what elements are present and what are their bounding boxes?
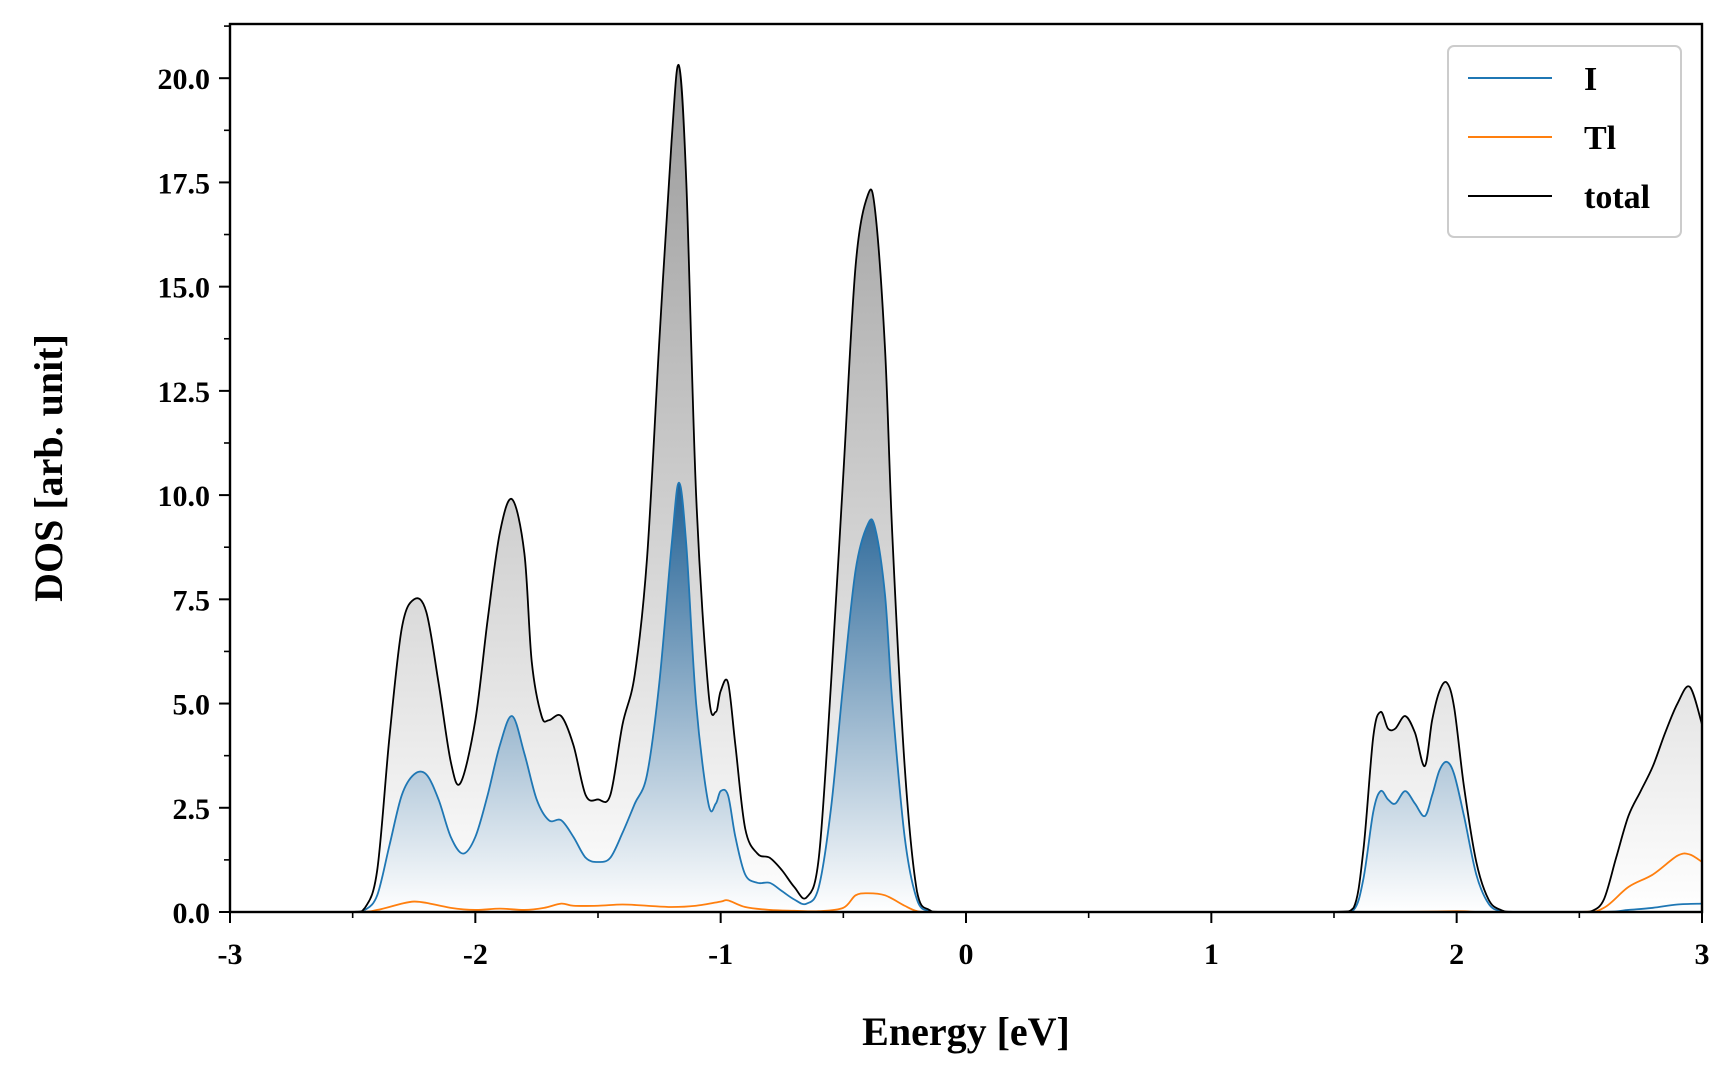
legend-label-total: total [1584,179,1650,216]
legend-label-tl: Tl [1584,120,1616,157]
series-line-total [230,63,1702,912]
x-axis: -3 -2 -1 0 1 2 3 [218,912,1710,971]
y-tick-label: 2.5 [173,793,211,826]
legend-box [1447,45,1682,238]
y-tick-label: 15.0 [158,272,211,305]
x-axis-title: Energy [eV] [862,1009,1070,1054]
area-fill-i [230,482,1702,912]
x-tick-label: 3 [1695,938,1710,971]
y-tick-label: 7.5 [173,584,211,617]
y-tick-label: 12.5 [158,376,211,409]
x-tick-label: -1 [708,938,733,971]
series-line-tl [230,852,1702,912]
y-tick-label: 17.5 [158,167,211,200]
legend-label-i: I [1584,61,1597,98]
series-lines [230,63,1702,912]
x-tick-label: -3 [218,938,243,971]
y-tick-label: 0.0 [173,897,211,930]
y-tick-label: 5.0 [173,689,211,722]
y-tick-label: 10.0 [158,480,211,513]
series-line-i [230,481,1702,912]
y-axis-title: DOS [arb. unit] [26,334,71,602]
x-tick-label: 2 [1449,938,1464,971]
y-axis: 0.0 2.5 5.0 7.5 10.0 12.5 15.0 17.5 20.0 [158,25,230,930]
x-tick-label: 1 [1204,938,1219,971]
legend: I Tl total [1447,45,1682,238]
x-tick-label: 0 [959,938,974,971]
x-tick-label: -2 [463,938,488,971]
y-tick-label: 20.0 [158,63,211,96]
